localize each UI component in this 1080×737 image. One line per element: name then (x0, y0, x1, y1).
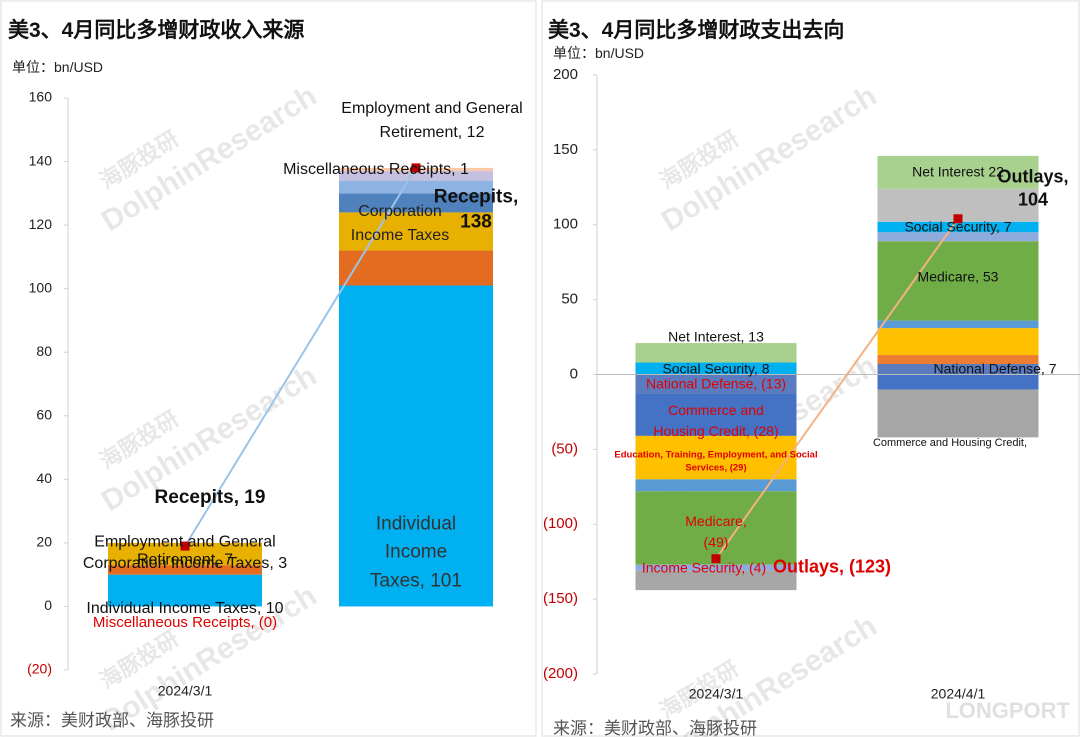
y-tick-label: 100 (29, 279, 53, 295)
bar-segment (877, 221, 1039, 233)
bar-segment (877, 320, 1039, 329)
y-tick-label: 150 (553, 141, 578, 158)
source-note: 来源：美财政部、海豚投研 (10, 711, 214, 730)
total-marker (953, 214, 963, 224)
bar-segment (877, 241, 1039, 321)
bar-segment (877, 355, 1039, 365)
total-label: Recepits, 19 (154, 486, 266, 508)
bar-segment (635, 343, 797, 363)
data-label: Income Security, (4) (641, 559, 767, 576)
y-tick-label: (200) (543, 665, 578, 682)
bar-segment (108, 542, 262, 566)
y-tick-label: 0 (570, 365, 578, 382)
y-tick-label: 40 (36, 470, 52, 486)
data-label: Net Interest, 13 (668, 328, 764, 345)
y-tick-label: 20 (36, 534, 52, 550)
bar-segment (339, 171, 493, 181)
bar-segment (635, 435, 797, 480)
data-label: Social Security, 8 (662, 360, 770, 376)
total-label: Outlays, (123) (772, 556, 892, 577)
logo: LONGPORT (945, 698, 1070, 723)
total-label: Recepits, 138 (433, 186, 519, 232)
chart-title: 美3、4月同比多增财政收入来源 (8, 19, 305, 42)
y-tick-label: 60 (36, 406, 52, 422)
bar-segment (339, 285, 493, 607)
bar-segment (339, 250, 493, 286)
bar-segment (877, 374, 1039, 390)
bar-segment (635, 374, 797, 394)
data-label: Education, Training, Employment, and Soc… (614, 449, 818, 474)
y-tick-label: 50 (561, 291, 578, 308)
unit-label: 单位：bn/USD (12, 59, 104, 75)
x-tick-label: 2024/3/1 (689, 686, 744, 702)
data-label: Employment and General Retirement, 7 (94, 533, 276, 569)
data-label: National Defense, (13) (645, 375, 787, 392)
data-label: Miscellaneous Receipts, 1 (283, 160, 469, 178)
bar-segment (339, 212, 493, 251)
panel-frame (541, 0, 1080, 737)
bar-segment (877, 364, 1039, 375)
data-label: Miscellaneous Receipts, (0) (92, 613, 278, 631)
bar-segment (108, 565, 262, 575)
data-label: Corporation Income Taxes, 3 (82, 554, 288, 572)
y-tick-label: (20) (27, 661, 52, 677)
y-tick-label: 140 (29, 152, 53, 168)
bar-segment (635, 393, 797, 436)
y-tick-label: 160 (29, 89, 53, 105)
bar-segment (339, 193, 493, 213)
data-label: Medicare, 53 (917, 268, 999, 285)
bar-segment (635, 479, 797, 492)
y-tick-label: 80 (36, 343, 52, 359)
data-label: Net Interest 22 (912, 163, 1004, 180)
bar-segment (877, 155, 1039, 189)
unit-label: 单位：bn/USD (553, 45, 645, 61)
bar-segment (877, 328, 1039, 356)
y-tick-label: (100) (543, 515, 578, 532)
bar-segment (635, 491, 797, 565)
data-label: Social Security, 7 (904, 218, 1012, 235)
total-marker (411, 163, 421, 173)
y-tick-label: 120 (29, 216, 53, 232)
chart-title: 美3、4月同比多增财政支出去向 (548, 19, 845, 42)
panel-frame (0, 0, 537, 737)
bar-segment (877, 232, 1039, 242)
data-label: Individual Income Taxes, 101 (370, 513, 462, 592)
annotation: Corporation Income Taxes (350, 203, 450, 244)
y-tick-label: (50) (551, 440, 578, 457)
total-line (184, 167, 417, 547)
data-label: Commerce and Housing Credit, (28) (653, 401, 779, 439)
total-marker (180, 541, 190, 551)
data-label: Medicare, (49) (685, 512, 747, 550)
y-tick-label: (150) (543, 590, 578, 607)
x-tick-label: 2024/4/1 (931, 686, 986, 702)
bar-segment (635, 570, 797, 591)
bar-segment (108, 574, 262, 607)
y-tick-label: 100 (553, 216, 578, 233)
bar-segment (339, 180, 493, 194)
bar-segment (877, 389, 1039, 438)
data-label: Individual Income Taxes, 10 (86, 599, 284, 617)
data-label: Commerce and Housing Credit, (872, 436, 1028, 449)
y-tick-label: 0 (44, 597, 52, 613)
bar-segment (635, 362, 797, 375)
total-label: Outlays, 104 (997, 166, 1069, 210)
data-label: Employment and General Retirement, 12 (341, 100, 523, 142)
bar-segment (635, 564, 797, 571)
x-tick-label: 2024/3/1 (158, 683, 213, 699)
data-label: National Defense, 7 (933, 360, 1057, 377)
total-marker (711, 554, 721, 564)
total-line (715, 218, 959, 560)
y-tick-label: 200 (553, 66, 578, 83)
source-note: 来源：美财政部、海豚投研 (553, 719, 757, 737)
